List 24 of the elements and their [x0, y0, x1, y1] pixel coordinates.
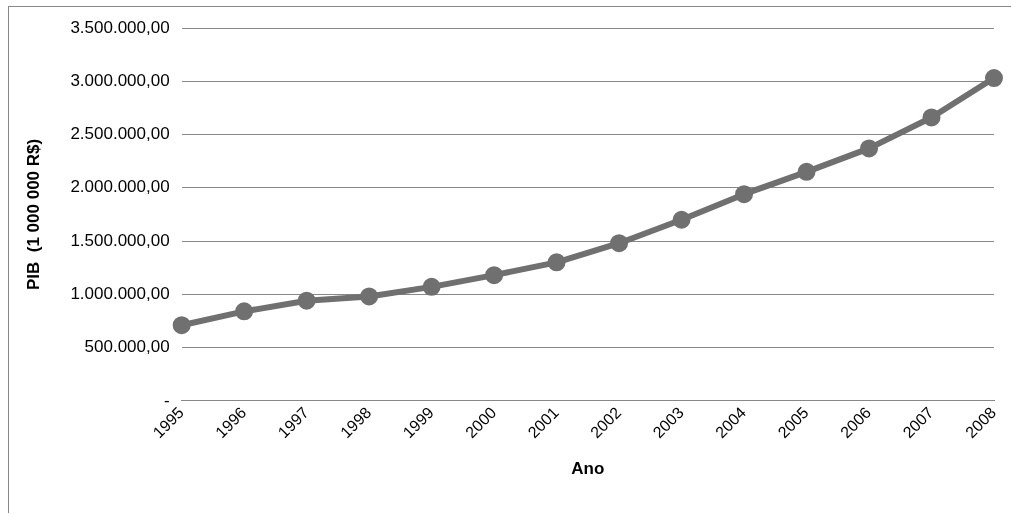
y-tick-label: 3.500.000,00 [70, 17, 170, 37]
point [235, 302, 254, 321]
y-tick-label: 3.000.000,00 [70, 70, 170, 90]
point [172, 316, 191, 335]
y-axis-title: PIB (1 000 000 R$) [23, 138, 43, 291]
y-tick-label: 2.000.000,00 [70, 177, 170, 197]
y-tick-label: 2.500.000,00 [70, 124, 170, 144]
point [672, 210, 691, 229]
point [735, 185, 754, 204]
point [297, 291, 316, 310]
point [860, 139, 879, 158]
point [422, 277, 441, 296]
point [485, 266, 504, 285]
point [985, 69, 1003, 88]
y-tick-label: 500.000,00 [84, 337, 170, 357]
point [922, 108, 941, 127]
y-tick-label: - [163, 390, 170, 410]
y-tick-label: 1.500.000,00 [70, 230, 170, 250]
point [360, 287, 379, 306]
point [610, 234, 629, 253]
y-tick-label: 1.000.000,00 [70, 284, 170, 304]
point [797, 162, 816, 181]
x-axis-title: Ano [571, 459, 605, 479]
point [547, 253, 566, 272]
